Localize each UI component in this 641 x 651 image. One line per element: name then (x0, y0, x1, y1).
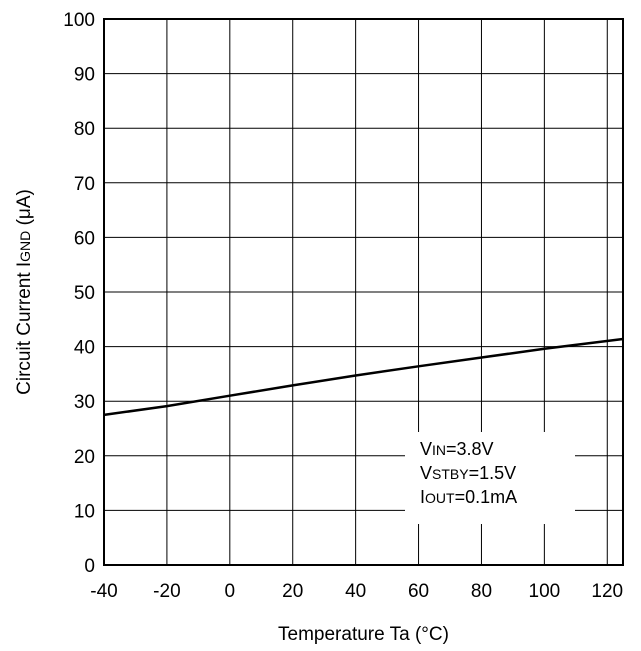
annotation-text: VSTBY=1.5V (420, 463, 516, 483)
y-tick-label: 50 (74, 283, 95, 304)
x-tick-label: 20 (282, 581, 303, 602)
x-axis-label: Temperature Ta (°C) (278, 624, 449, 645)
y-axis-label-main: Circuit Current I (14, 262, 35, 395)
series-line (103, 337, 624, 417)
y-tick-label: 90 (74, 65, 95, 86)
series-group (103, 337, 624, 417)
x-tick-label: 40 (345, 581, 366, 602)
x-tick-label: -20 (153, 581, 180, 602)
y-tick-label: 10 (74, 501, 95, 522)
y-tick-label: 80 (74, 119, 95, 140)
y-tick-label: 70 (74, 174, 95, 195)
y-axis-label: Circuit Current IGND (μA) (14, 189, 35, 395)
x-tick-label: 100 (529, 581, 561, 602)
plot-frame (103, 18, 624, 566)
x-tick-label: 80 (471, 581, 492, 602)
x-tick-label: 0 (225, 581, 236, 602)
annotation-box: VIN=3.8V VSTBY=1.5V IOUT=0.1mA (405, 432, 575, 524)
y-tick-label: 20 (74, 447, 95, 468)
annotation-subscript: IN (432, 442, 446, 458)
y-tick-label: 40 (74, 338, 95, 359)
annotation-subscript: STBY (432, 466, 469, 482)
y-tick-label: 30 (74, 392, 95, 413)
y-tick-label: 0 (84, 556, 95, 577)
y-tick-label: 100 (63, 10, 95, 31)
x-tick-label: 120 (591, 581, 623, 602)
y-axis-label-unit: (μA) (14, 189, 35, 231)
annotation-subscript: OUT (425, 490, 455, 506)
x-tick-labels: -40 -20 0 20 40 60 80 100 120 (90, 581, 623, 602)
annotation-text: IOUT=0.1mA (420, 487, 517, 507)
y-axis-label-subscript: GND (17, 231, 33, 262)
annotation-background (405, 432, 575, 524)
y-tick-labels: 0 10 20 30 40 50 60 70 80 90 100 (63, 10, 95, 577)
annotation-text: VIN=3.8V (420, 439, 494, 459)
x-tick-label: -40 (90, 581, 117, 602)
y-tick-label: 60 (74, 228, 95, 249)
x-tick-label: 60 (408, 581, 429, 602)
